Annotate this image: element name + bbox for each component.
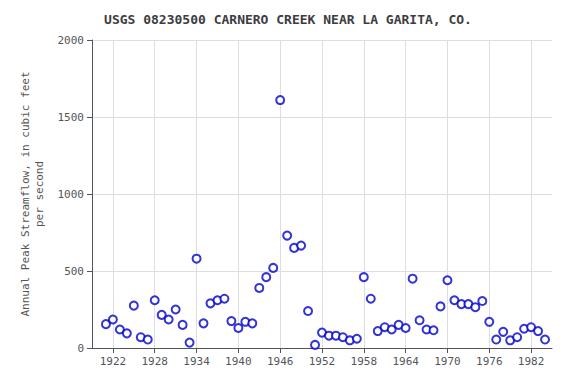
svg-text:1000: 1000	[58, 188, 85, 201]
svg-text:USGS 08230500 CARNERO CREEK NE: USGS 08230500 CARNERO CREEK NEAR LA GARI…	[104, 12, 472, 27]
svg-text:per second: per second	[33, 161, 46, 227]
svg-text:1982: 1982	[518, 355, 545, 368]
svg-text:2000: 2000	[58, 34, 85, 47]
svg-text:1940: 1940	[225, 355, 252, 368]
svg-text:1952: 1952	[309, 355, 336, 368]
svg-text:1970: 1970	[434, 355, 461, 368]
svg-text:1922: 1922	[100, 355, 127, 368]
svg-text:1964: 1964	[392, 355, 419, 368]
svg-text:Annual Peak Streamflow, in cub: Annual Peak Streamflow, in cubic feet	[19, 71, 32, 316]
svg-text:1934: 1934	[183, 355, 210, 368]
svg-text:1976: 1976	[476, 355, 503, 368]
svg-text:500: 500	[64, 265, 84, 278]
svg-text:1928: 1928	[141, 355, 168, 368]
svg-text:1500: 1500	[58, 111, 85, 124]
svg-text:1946: 1946	[267, 355, 294, 368]
svg-text:1958: 1958	[351, 355, 378, 368]
svg-text:0: 0	[77, 342, 84, 355]
